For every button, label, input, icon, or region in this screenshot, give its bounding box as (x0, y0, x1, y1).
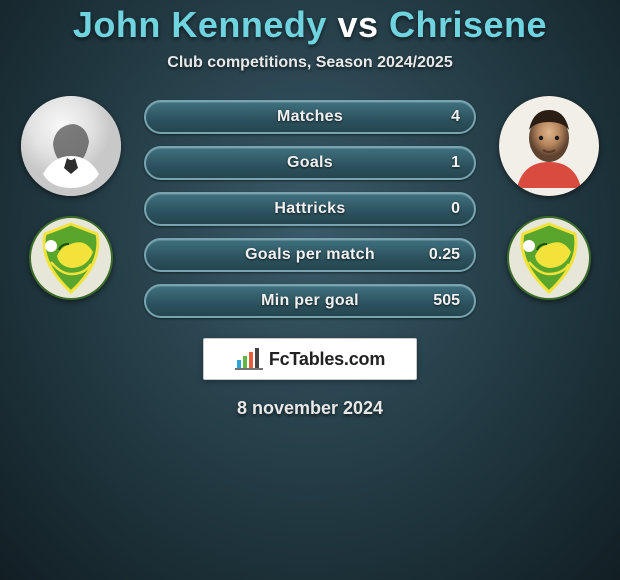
stat-label: Min per goal (261, 292, 359, 310)
club-badge-icon (507, 216, 591, 300)
card: John Kennedy vs Chrisene Club competitio… (0, 0, 620, 419)
player1-name: John Kennedy (73, 4, 327, 45)
stat-pill: Goals 1 (144, 146, 476, 180)
player2-avatar (499, 96, 599, 196)
vs-text: vs (337, 4, 378, 45)
stat-label: Goals per match (245, 246, 375, 264)
player2-club-badge (507, 216, 591, 300)
stats-list: Matches 4 Goals 1 Hattricks 0 Goals per … (144, 100, 476, 318)
stat-right-value: 0.25 (429, 246, 460, 264)
comparison-row: Matches 4 Goals 1 Hattricks 0 Goals per … (0, 96, 620, 318)
club-badge-icon (29, 216, 113, 300)
player1-avatar (21, 96, 121, 196)
person-icon (21, 96, 121, 196)
stat-pill: Hattricks 0 (144, 192, 476, 226)
right-column (494, 96, 604, 300)
stat-pill: Matches 4 (144, 100, 476, 134)
stat-label: Matches (277, 108, 343, 126)
left-column (16, 96, 126, 300)
stat-pill: Goals per match 0.25 (144, 238, 476, 272)
date-text: 8 november 2024 (0, 398, 620, 419)
stat-label: Hattricks (274, 200, 345, 218)
person-icon (499, 96, 599, 196)
player1-club-badge (29, 216, 113, 300)
stat-right-value: 0 (451, 200, 460, 218)
subtitle: Club competitions, Season 2024/2025 (0, 54, 620, 72)
bar-chart-icon (235, 348, 263, 370)
stat-label: Goals (287, 154, 333, 172)
branding-text: FcTables.com (269, 349, 385, 370)
branding-box: FcTables.com (203, 338, 417, 380)
stat-right-value: 1 (451, 154, 460, 172)
player2-name: Chrisene (389, 4, 547, 45)
stat-right-value: 505 (433, 292, 460, 310)
stat-pill: Min per goal 505 (144, 284, 476, 318)
stat-right-value: 4 (451, 108, 460, 126)
page-title: John Kennedy vs Chrisene (0, 4, 620, 46)
